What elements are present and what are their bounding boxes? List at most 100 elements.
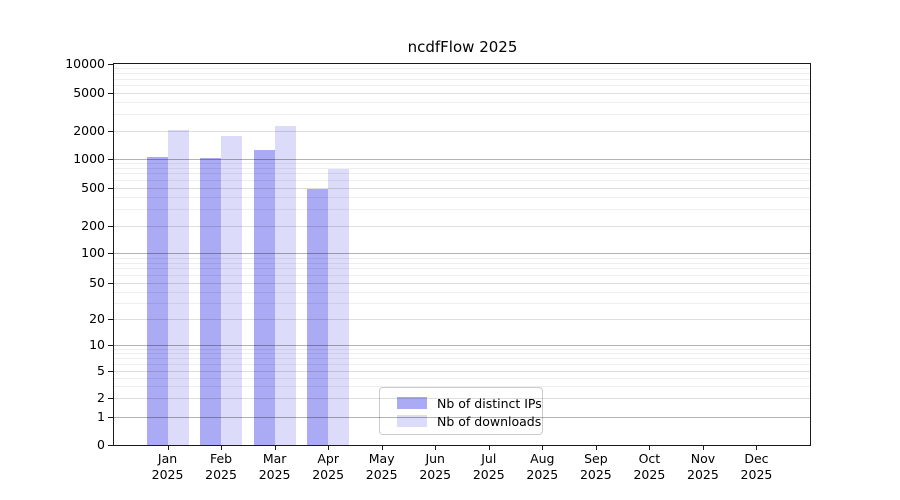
x-tick-mark [435, 446, 437, 450]
x-tick-mark [702, 446, 704, 450]
y-tick-label: 2000 [73, 123, 105, 138]
y-tick-mark [108, 187, 113, 189]
x-tick-month: Aug [530, 451, 555, 466]
y-tick-mark [108, 345, 113, 346]
x-tick-label: Sep 2025 [564, 451, 628, 483]
y-tick-mark [108, 131, 113, 132]
y-tick-mark [108, 226, 113, 227]
y-tick-label: 0 [97, 437, 105, 452]
gridline [114, 158, 810, 160]
legend-item: Nb of downloads [397, 412, 542, 430]
y-tick-mark [108, 283, 113, 284]
x-tick-year: 2025 [579, 467, 612, 482]
gridline [114, 102, 810, 104]
legend-swatch [397, 415, 427, 427]
gridline [114, 262, 810, 264]
gridline [114, 371, 810, 372]
x-tick-month: Mar [262, 451, 287, 466]
legend-label: Nb of distinct IPs [437, 395, 542, 411]
bar-distinct-ips-feb [200, 157, 222, 445]
bar-distinct-ips-mar [253, 150, 275, 445]
x-tick-mark [649, 446, 651, 450]
x-tick-label: Mar 2025 [243, 451, 307, 483]
x-tick-mark [488, 446, 490, 450]
gridline [114, 131, 810, 132]
gridline [114, 364, 810, 366]
gridline [114, 268, 810, 270]
gridline [114, 253, 810, 254]
y-tick-label: 1 [97, 409, 105, 424]
bar-distinct-ips-jan [146, 156, 168, 445]
x-tick-label: Jun 2025 [403, 451, 467, 483]
gridline [114, 257, 810, 259]
x-tick-year: 2025 [633, 467, 666, 482]
legend-item: Nb of distinct IPs [397, 394, 542, 412]
x-tick-month: Sep [584, 451, 608, 466]
plot-area: Nb of distinct IPs Nb of downloads [113, 63, 811, 446]
gridline [114, 85, 810, 87]
gridline [114, 68, 810, 70]
x-tick-year: 2025 [312, 467, 345, 482]
gridline [114, 353, 810, 355]
y-tick-label: 50 [89, 275, 105, 290]
y-tick-mark [108, 371, 113, 372]
x-tick-month: May [368, 451, 395, 466]
x-tick-mark [756, 446, 758, 450]
gridline [114, 179, 810, 181]
gridline [114, 226, 810, 227]
x-tick-label: Nov 2025 [671, 451, 735, 483]
gridline [114, 187, 810, 189]
y-tick-label: 10 [89, 337, 105, 352]
x-tick-mark [542, 446, 544, 450]
x-tick-mark [328, 446, 330, 450]
bar-downloads-apr [328, 169, 350, 445]
x-tick-mark [167, 446, 169, 450]
x-tick-year: 2025 [740, 467, 773, 482]
legend-swatch [397, 397, 427, 409]
x-tick-label: Apr 2025 [296, 451, 360, 483]
bar-downloads-feb [221, 136, 243, 445]
y-tick-label: 2 [97, 390, 105, 405]
gridline [114, 162, 810, 164]
x-tick-label: Dec 2025 [724, 451, 788, 483]
y-tick-label: 5000 [73, 85, 105, 100]
gridline [114, 417, 810, 418]
x-tick-month: Feb [209, 451, 233, 466]
gridline [114, 275, 810, 277]
y-tick-mark [108, 319, 113, 320]
x-tick-mark [595, 446, 597, 450]
x-tick-month: Jan [157, 451, 178, 466]
gridline [114, 283, 810, 284]
x-tick-month: Dec [744, 451, 769, 466]
y-tick-label: 20 [89, 311, 105, 326]
x-tick-mark [381, 446, 383, 450]
x-tick-year: 2025 [151, 467, 184, 482]
x-tick-year: 2025 [258, 467, 291, 482]
x-tick-label: Feb 2025 [189, 451, 253, 483]
y-tick-mark [108, 64, 113, 65]
gridline [114, 93, 810, 94]
gridline [114, 348, 810, 350]
gridline [114, 291, 810, 293]
gridline [114, 78, 810, 80]
y-tick-mark [108, 398, 113, 399]
chart-title: ncdfFlow 2025 [407, 38, 518, 56]
x-tick-year: 2025 [472, 467, 505, 482]
gridline [114, 173, 810, 175]
y-tick-label: 200 [81, 218, 105, 233]
x-tick-label: Jan 2025 [136, 451, 200, 483]
x-tick-mark [274, 446, 276, 450]
gridline [114, 377, 810, 379]
x-tick-month: Oct [638, 451, 661, 466]
x-tick-mark [221, 446, 223, 450]
y-tick-mark [108, 417, 113, 418]
x-tick-month: Apr [317, 451, 339, 466]
x-tick-year: 2025 [419, 467, 452, 482]
gridline [114, 345, 810, 346]
y-tick-label: 500 [81, 179, 105, 195]
y-tick-label: 10000 [65, 56, 105, 71]
gridline [114, 398, 810, 399]
bar-downloads-mar [274, 125, 296, 445]
gridline [114, 319, 810, 320]
